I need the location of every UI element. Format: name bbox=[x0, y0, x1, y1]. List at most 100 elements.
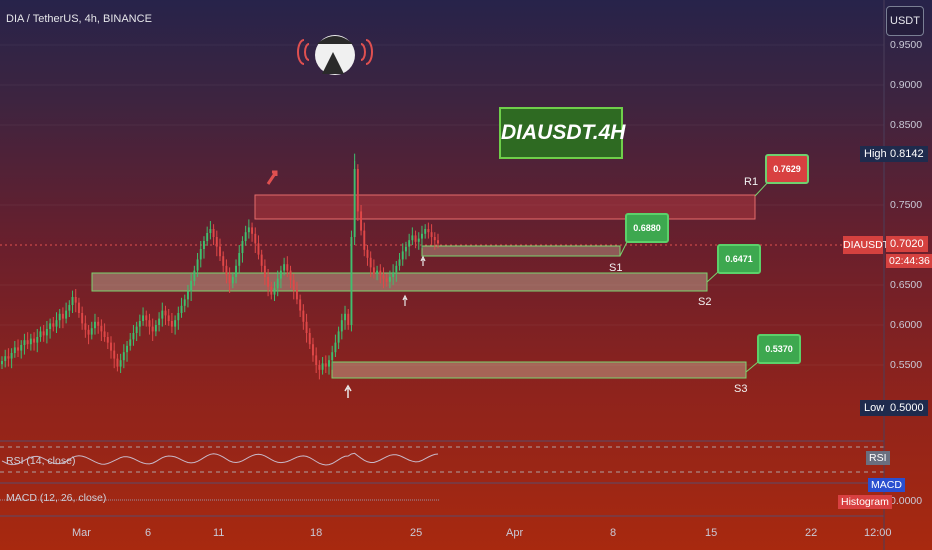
candle-body bbox=[289, 270, 292, 281]
macd-label[interactable]: MACD (12, 26, close) bbox=[6, 492, 107, 504]
candle-body bbox=[318, 365, 321, 370]
candle-body bbox=[177, 313, 180, 321]
candle-body bbox=[23, 340, 26, 345]
candle-body bbox=[379, 270, 382, 276]
candle-body bbox=[58, 313, 61, 321]
zone-s3[interactable] bbox=[331, 361, 747, 379]
candle-body bbox=[321, 363, 324, 370]
candle-body bbox=[308, 333, 311, 345]
candle-body bbox=[206, 233, 209, 241]
s3-leader bbox=[745, 361, 759, 373]
x-tick: 25 bbox=[410, 527, 423, 539]
candle-body bbox=[103, 331, 106, 337]
candle-body bbox=[340, 320, 343, 332]
y-tick: 0.5500 bbox=[890, 359, 923, 371]
candle-body bbox=[263, 265, 266, 277]
candle-body bbox=[52, 323, 55, 327]
candle-body bbox=[68, 305, 71, 311]
rsi-label[interactable]: RSI (14, close) bbox=[6, 455, 76, 467]
rsi-line bbox=[1, 452, 439, 466]
zone-s2[interactable] bbox=[91, 272, 708, 292]
candle-body bbox=[273, 288, 276, 295]
candle-body bbox=[186, 291, 189, 300]
candle-body bbox=[279, 270, 282, 279]
y-tick: 0.9000 bbox=[890, 79, 923, 91]
candle-body bbox=[315, 355, 318, 365]
candle-body bbox=[270, 286, 273, 295]
candle-body bbox=[174, 320, 177, 327]
y-tick: 0.6000 bbox=[890, 319, 923, 331]
up-arrow-icon bbox=[344, 384, 352, 398]
last-price-value: 0.7020 bbox=[886, 236, 928, 252]
candle-body bbox=[106, 337, 109, 343]
candle-body bbox=[324, 363, 327, 367]
candle-body bbox=[65, 310, 68, 319]
candle-body bbox=[7, 356, 10, 359]
symbol-info: DIA / TetherUS, 4h, BINANCE bbox=[6, 13, 152, 25]
candle-body bbox=[154, 325, 157, 332]
s2-leader bbox=[706, 271, 719, 283]
candle-body bbox=[372, 267, 375, 274]
candle-body bbox=[369, 257, 372, 268]
candle-body bbox=[158, 318, 161, 325]
candle-body bbox=[17, 347, 19, 351]
candles bbox=[1, 153, 439, 380]
candle-body bbox=[161, 310, 164, 319]
candle-body bbox=[42, 331, 45, 336]
currency-button[interactable]: USDT bbox=[886, 6, 924, 36]
candle-body bbox=[196, 259, 199, 271]
candle-body bbox=[404, 246, 407, 252]
candle-body bbox=[260, 254, 263, 266]
low-label: Low bbox=[860, 400, 889, 416]
candle-body bbox=[55, 320, 58, 327]
candle-body bbox=[87, 329, 90, 335]
candle-body bbox=[113, 350, 116, 359]
candle-body bbox=[20, 345, 23, 351]
y-tick: 0.0000 bbox=[890, 495, 923, 507]
candle-body bbox=[376, 270, 379, 274]
candle-body bbox=[267, 277, 270, 287]
candle-body bbox=[257, 243, 260, 255]
x-tick: Mar bbox=[72, 527, 91, 539]
candle-body bbox=[337, 331, 340, 343]
candle-body bbox=[142, 315, 145, 321]
candle-body bbox=[71, 297, 74, 305]
candle-body bbox=[254, 233, 257, 244]
candle-body bbox=[33, 338, 36, 343]
up-arrow-icon bbox=[420, 255, 426, 266]
candle-body bbox=[132, 333, 135, 340]
candle-body bbox=[424, 229, 427, 234]
candle-body bbox=[356, 169, 359, 212]
candle-body bbox=[385, 278, 388, 282]
candle-body bbox=[26, 340, 29, 345]
candle-body bbox=[235, 265, 237, 277]
candle-body bbox=[366, 249, 369, 258]
x-tick: 18 bbox=[310, 527, 323, 539]
candle-body bbox=[312, 344, 314, 356]
candle-body bbox=[151, 326, 154, 332]
candle-body bbox=[408, 240, 411, 247]
zone-s1[interactable] bbox=[421, 245, 621, 257]
y-tick: 0.7500 bbox=[890, 199, 923, 211]
candle-body bbox=[90, 328, 93, 335]
logo-icon bbox=[297, 35, 373, 75]
candle-body bbox=[244, 232, 247, 241]
s2-callout: 0.6471 bbox=[717, 244, 761, 274]
candle-body bbox=[135, 326, 138, 333]
candle-body bbox=[388, 277, 391, 282]
s2-label: S2 bbox=[698, 296, 712, 308]
candle-body bbox=[437, 240, 439, 244]
zone-r1[interactable] bbox=[254, 194, 756, 220]
candle-body bbox=[170, 321, 173, 327]
candle-body bbox=[110, 342, 112, 351]
candle-body bbox=[100, 325, 103, 332]
macd-tag: MACD bbox=[868, 478, 905, 492]
candle-body bbox=[209, 229, 212, 233]
candle-body bbox=[299, 299, 302, 311]
high-value: 0.8142 bbox=[886, 146, 928, 162]
candle-body bbox=[401, 251, 404, 260]
candle-body bbox=[45, 329, 48, 336]
x-tick: Apr bbox=[506, 527, 524, 539]
